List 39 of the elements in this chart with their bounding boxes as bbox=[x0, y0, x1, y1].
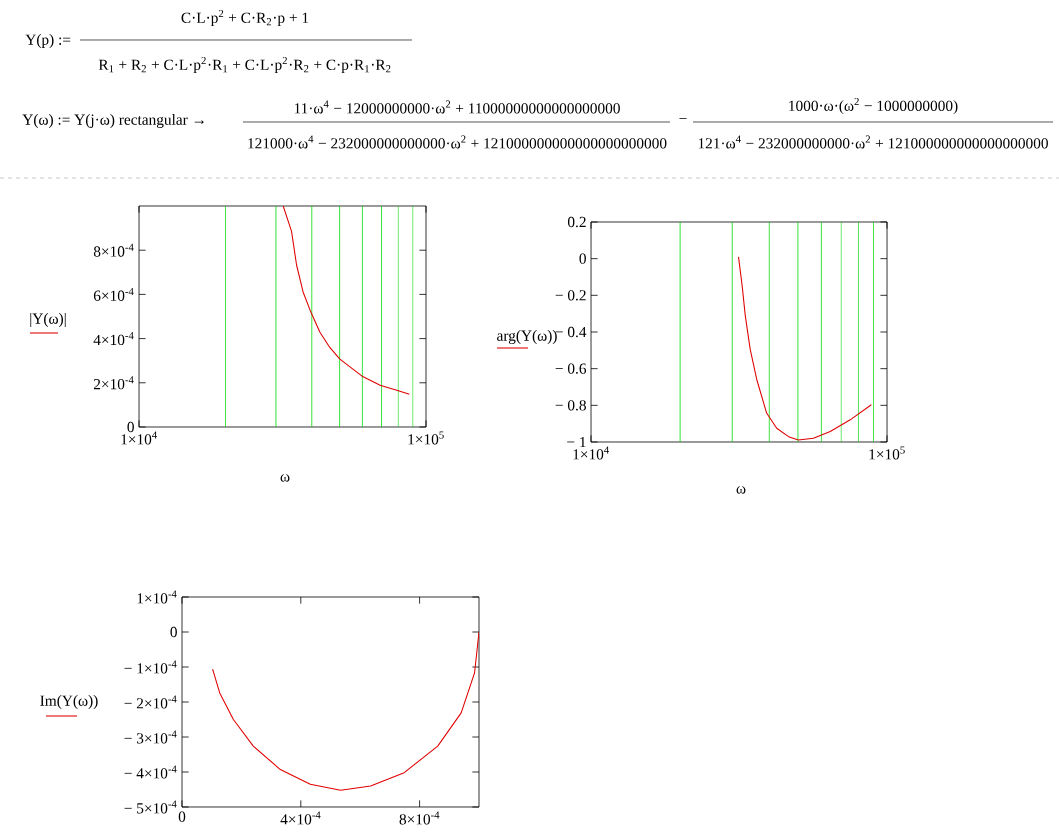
x-tick-label: 1×10$^{4}$ bbox=[573, 446, 610, 460]
y-tick-label: − 0.8 bbox=[555, 400, 586, 411]
text: 121·ω$^{4}$ − 232000000000·ω$^{2}$ + 121000000000000000000 bbox=[698, 135, 1048, 149]
text: C·L·p$^{2}$ + C·R$_{2}$·p + 1 bbox=[181, 9, 309, 27]
y-tick-label: − 4×10$^{-4}$ bbox=[124, 765, 177, 779]
x-axis-title: ω bbox=[280, 474, 290, 482]
y-tick-label: 6×10$^{-4}$ bbox=[93, 287, 134, 301]
x-axis-title: ω bbox=[736, 486, 746, 494]
y-axis-title: Im(Y(ω)) bbox=[40, 695, 98, 709]
text: 121000·ω$^{4}$ − 232000000000000·ω$^{2}$ + 121000000000000000000000 bbox=[248, 135, 667, 149]
y-axis-title: arg(Y(ω)) bbox=[497, 330, 557, 344]
y-tick-label: − 2×10$^{-4}$ bbox=[124, 695, 177, 709]
y-tick-label: 1×10$^{-4}$ bbox=[137, 590, 177, 604]
y-tick-label: 8×10$^{-4}$ bbox=[93, 243, 134, 257]
text: R$_{1}$ + R$_{2}$ + C·L·p$^{2}$·R$_{1}$ + C·L·p$^{2}$·R$_{2}$ + C·p·R$_{1}$·R$_{2}$ bbox=[98, 56, 391, 74]
y-axis-title: |Y(ω)| bbox=[30, 313, 66, 327]
y-tick-label: 0 bbox=[127, 421, 134, 433]
x-tick-label: 4×10$^{-4}$ bbox=[280, 811, 321, 825]
x-tick-label: 1×10$^{5}$ bbox=[408, 431, 444, 445]
y-tick-label: − 5×10$^{-4}$ bbox=[124, 800, 177, 814]
y-tick-label: − 0.2 bbox=[555, 290, 586, 301]
x-tick-label: 8×10$^{-4}$ bbox=[399, 811, 440, 825]
x-tick-label: 0 bbox=[178, 811, 186, 822]
text: 11·ω$^{4}$ − 12000000000·ω$^{2}$ + 11000000000000000000 bbox=[294, 100, 620, 114]
text: − bbox=[679, 118, 687, 120]
text: 1000·ω·(ω$^{2}$ − 1000000000) bbox=[789, 97, 958, 115]
x-tick-label: 1×10$^{5}$ bbox=[869, 446, 905, 460]
text: Y(p) := bbox=[25, 34, 71, 48]
y-tick-label: 0 bbox=[579, 253, 586, 264]
y-tick-label: − 0.6 bbox=[555, 363, 587, 374]
y-tick-label: 2×10$^{-4}$ bbox=[93, 376, 134, 390]
y-tick-label: 0.2 bbox=[567, 216, 586, 228]
x-tick-label: 1×10$^{4}$ bbox=[121, 431, 158, 445]
y-tick-label: − 1×10$^{-4}$ bbox=[124, 660, 177, 674]
y-tick-label: 4×10$^{-4}$ bbox=[93, 332, 134, 346]
y-tick-label: 0 bbox=[170, 626, 177, 638]
y-tick-label: − 1 bbox=[567, 436, 586, 448]
y-tick-label: − 3×10$^{-4}$ bbox=[124, 730, 177, 744]
text: Y(ω) := Y(j·ω) rectangular → bbox=[22, 114, 204, 128]
